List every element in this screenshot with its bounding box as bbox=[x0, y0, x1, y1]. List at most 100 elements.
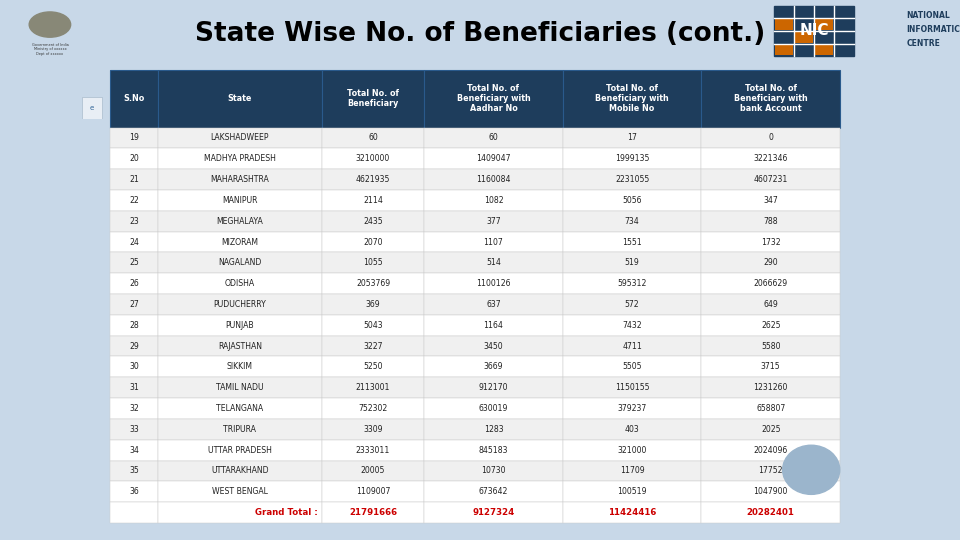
Text: INFORMATICS: INFORMATICS bbox=[906, 25, 960, 34]
Bar bbox=[110, 356, 157, 377]
Bar bbox=[424, 252, 563, 273]
Text: 100519: 100519 bbox=[617, 487, 647, 496]
Text: 3715: 3715 bbox=[761, 362, 780, 372]
Bar bbox=[110, 481, 157, 502]
Text: WEST BENGAL: WEST BENGAL bbox=[212, 487, 268, 496]
Text: RAJASTHAN: RAJASTHAN bbox=[218, 342, 262, 350]
Text: 5580: 5580 bbox=[761, 342, 780, 350]
Text: 2113001: 2113001 bbox=[356, 383, 391, 392]
Text: SIKKIM: SIKKIM bbox=[227, 362, 252, 372]
Text: NIC: NIC bbox=[800, 23, 828, 38]
Text: Grand Total :: Grand Total : bbox=[254, 508, 318, 517]
Text: TAMIL NADU: TAMIL NADU bbox=[216, 383, 264, 392]
Bar bbox=[702, 315, 840, 336]
Bar bbox=[157, 419, 322, 440]
Bar bbox=[424, 502, 563, 523]
Text: 5056: 5056 bbox=[622, 196, 642, 205]
Bar bbox=[157, 461, 322, 481]
Bar bbox=[157, 440, 322, 461]
Bar bbox=[795, 31, 813, 43]
Text: ODISHA: ODISHA bbox=[225, 279, 255, 288]
Bar bbox=[424, 419, 563, 440]
Text: 35: 35 bbox=[130, 467, 139, 475]
Bar bbox=[110, 502, 157, 523]
Text: 2025: 2025 bbox=[761, 425, 780, 434]
Text: 26: 26 bbox=[130, 279, 139, 288]
Bar bbox=[322, 356, 424, 377]
Bar bbox=[322, 294, 424, 315]
Bar bbox=[110, 440, 157, 461]
Text: LAKSHADWEEP: LAKSHADWEEP bbox=[210, 133, 269, 143]
Bar bbox=[702, 190, 840, 211]
Text: 379237: 379237 bbox=[617, 404, 647, 413]
Text: 21791666: 21791666 bbox=[349, 508, 397, 517]
Text: 11424416: 11424416 bbox=[608, 508, 657, 517]
Text: TELANGANA: TELANGANA bbox=[216, 404, 263, 413]
Text: 3210000: 3210000 bbox=[356, 154, 390, 163]
Text: 2435: 2435 bbox=[363, 217, 383, 226]
Bar bbox=[424, 169, 563, 190]
Bar bbox=[157, 336, 322, 356]
Bar bbox=[702, 148, 840, 169]
Text: 912170: 912170 bbox=[479, 383, 508, 392]
Bar bbox=[563, 377, 702, 398]
Text: 60: 60 bbox=[489, 133, 498, 143]
Bar bbox=[157, 148, 322, 169]
Text: 1047900: 1047900 bbox=[754, 487, 788, 496]
Bar bbox=[424, 440, 563, 461]
Bar bbox=[563, 481, 702, 502]
Bar bbox=[424, 481, 563, 502]
Text: 0: 0 bbox=[768, 133, 773, 143]
Text: 1409047: 1409047 bbox=[476, 154, 511, 163]
Text: 734: 734 bbox=[625, 217, 639, 226]
Text: 1999135: 1999135 bbox=[614, 154, 649, 163]
Text: 2066629: 2066629 bbox=[754, 279, 788, 288]
Text: Total No. of
Beneficiary with
bank Account: Total No. of Beneficiary with bank Accou… bbox=[733, 84, 807, 113]
Bar bbox=[110, 461, 157, 481]
Bar bbox=[563, 315, 702, 336]
Text: 3669: 3669 bbox=[484, 362, 503, 372]
Bar bbox=[563, 211, 702, 232]
Bar bbox=[424, 148, 563, 169]
Bar bbox=[110, 315, 157, 336]
Bar bbox=[157, 481, 322, 502]
Text: 845183: 845183 bbox=[479, 446, 508, 455]
Text: NAGALAND: NAGALAND bbox=[218, 258, 261, 267]
Text: 519: 519 bbox=[625, 258, 639, 267]
Bar bbox=[322, 252, 424, 273]
Bar bbox=[424, 294, 563, 315]
Text: 2053769: 2053769 bbox=[356, 279, 390, 288]
Bar bbox=[110, 127, 157, 149]
Bar bbox=[563, 252, 702, 273]
Bar bbox=[424, 211, 563, 232]
Text: MIZORAM: MIZORAM bbox=[222, 238, 258, 247]
Text: 649: 649 bbox=[763, 300, 778, 309]
Text: 377: 377 bbox=[486, 217, 501, 226]
Text: 17: 17 bbox=[627, 133, 637, 143]
Bar bbox=[702, 70, 840, 127]
Text: 20282401: 20282401 bbox=[747, 508, 795, 517]
Bar bbox=[563, 419, 702, 440]
Bar bbox=[424, 336, 563, 356]
Bar bbox=[110, 294, 157, 315]
Bar bbox=[82, 97, 102, 119]
Text: 5250: 5250 bbox=[363, 362, 383, 372]
Bar bbox=[110, 252, 157, 273]
Bar bbox=[322, 273, 424, 294]
Bar bbox=[322, 440, 424, 461]
Text: 2070: 2070 bbox=[363, 238, 383, 247]
Text: 11709: 11709 bbox=[620, 467, 644, 475]
Text: 27: 27 bbox=[130, 300, 139, 309]
Text: 34: 34 bbox=[130, 446, 139, 455]
Bar bbox=[702, 273, 840, 294]
Bar bbox=[702, 336, 840, 356]
Bar bbox=[322, 419, 424, 440]
Bar bbox=[322, 377, 424, 398]
Bar bbox=[424, 127, 563, 149]
Text: 4621935: 4621935 bbox=[356, 175, 391, 184]
Text: 4711: 4711 bbox=[622, 342, 642, 350]
Text: 21: 21 bbox=[130, 175, 139, 184]
Text: 1164: 1164 bbox=[484, 321, 503, 330]
Bar bbox=[322, 70, 424, 127]
Bar bbox=[815, 44, 833, 56]
